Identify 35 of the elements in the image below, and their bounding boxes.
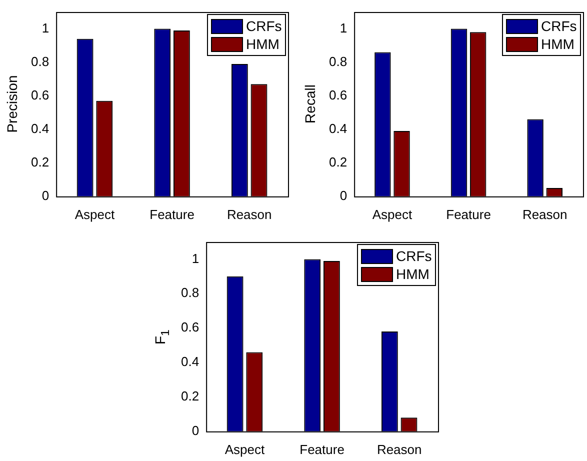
y-tick-label: 0.4 bbox=[30, 120, 50, 136]
y-tick-label: 0 bbox=[42, 188, 50, 203]
x-tick-label: Reason bbox=[376, 442, 422, 457]
legend-label: CRFs bbox=[541, 18, 577, 34]
x-tick-label: Reason bbox=[226, 206, 272, 222]
y-tick-label: 1 bbox=[340, 20, 348, 36]
y-tick-label: 0.4 bbox=[180, 354, 200, 370]
y-tick-label: 0 bbox=[192, 422, 200, 438]
x-tick-label: Feature bbox=[446, 206, 491, 222]
y-tick-label: 0.6 bbox=[30, 87, 50, 102]
legend-label: HMM bbox=[541, 36, 574, 52]
y-axis-title: Precision bbox=[4, 75, 20, 133]
y-tick-label: 0.6 bbox=[328, 87, 348, 102]
y-tick-label: 0.8 bbox=[328, 54, 348, 69]
legend-label: HMM bbox=[396, 266, 430, 282]
legend-label: CRFs bbox=[396, 248, 432, 264]
legend-label: CRFs bbox=[246, 18, 282, 34]
x-tick-label: Reason bbox=[522, 206, 568, 222]
y-tick-label: 1 bbox=[192, 250, 200, 266]
y-tick-label: 0.2 bbox=[180, 388, 200, 404]
y-tick-label: 0.6 bbox=[180, 320, 200, 335]
y-tick-label: 0.4 bbox=[328, 120, 348, 136]
y-axis-title: Recall bbox=[302, 84, 318, 124]
y-tick-label: 1 bbox=[42, 20, 50, 36]
y-tick-label: 0 bbox=[340, 188, 348, 203]
y-tick-label: 0.8 bbox=[180, 285, 200, 300]
y-tick-label: 0.8 bbox=[30, 54, 50, 69]
legend-label: HMM bbox=[246, 36, 280, 52]
x-tick-label: Aspect bbox=[74, 206, 115, 222]
x-tick-label: Aspect bbox=[372, 206, 412, 222]
x-tick-label: Feature bbox=[150, 206, 194, 222]
y-tick-label: 0.2 bbox=[30, 154, 50, 170]
x-tick-label: Aspect bbox=[224, 442, 265, 457]
y-tick-label: 0.2 bbox=[328, 154, 348, 170]
x-tick-label: Feature bbox=[300, 442, 344, 457]
